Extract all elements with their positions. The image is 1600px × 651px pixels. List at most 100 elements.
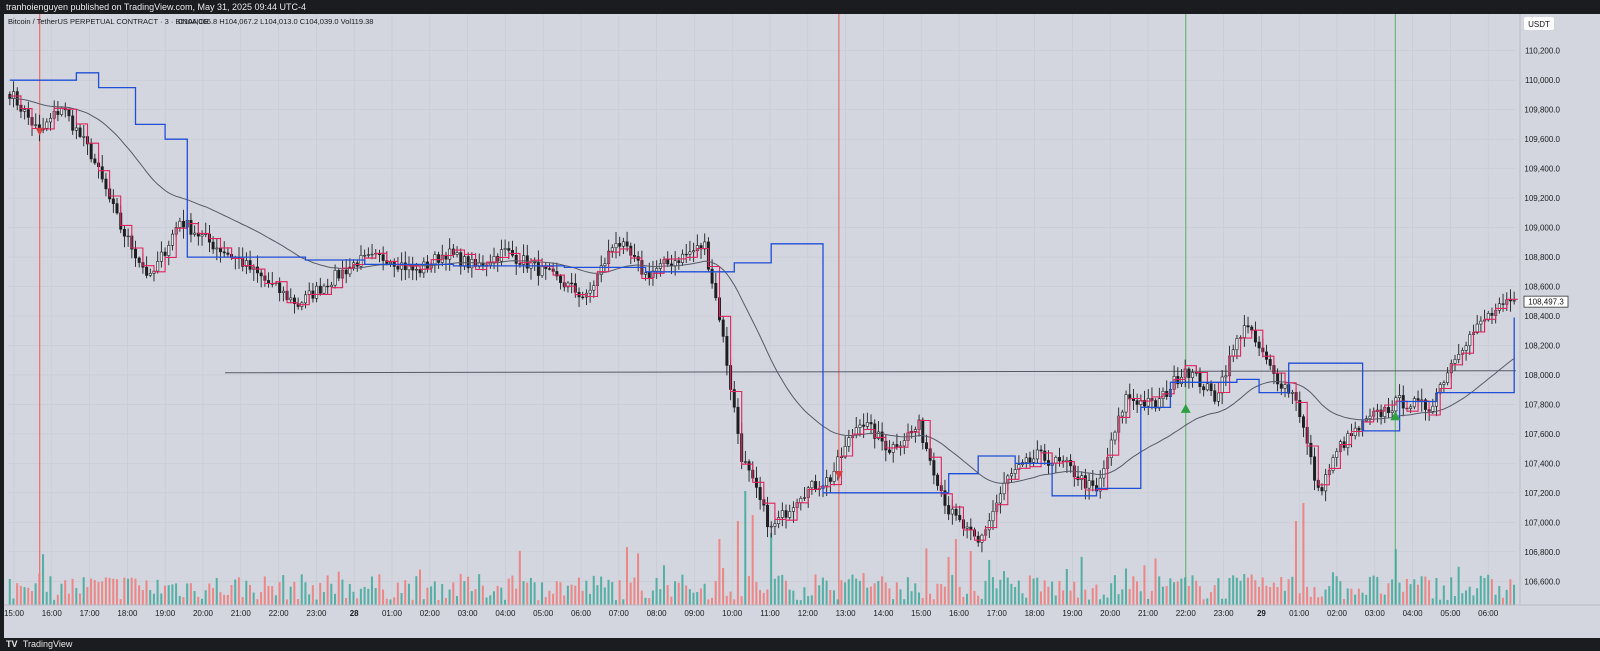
candle-body (167, 245, 171, 256)
candle-body (248, 260, 252, 270)
currency-label[interactable]: USDT (1528, 20, 1550, 29)
volume-bar (485, 597, 488, 605)
horizontal-level-line[interactable] (224, 370, 1517, 374)
volume-bar (1509, 579, 1512, 605)
candle-body (791, 507, 795, 512)
candle-body (359, 255, 363, 267)
volume-bar (1505, 589, 1508, 605)
sell-triangle-icon (834, 471, 843, 480)
currency-badge[interactable]: USDT (1524, 17, 1554, 30)
volume-bar (777, 575, 780, 605)
legend-ohlc: O104,066.8 H104,067.2 L104,013.0 C104,03… (178, 17, 373, 26)
volume-bar (156, 579, 159, 605)
volume-bar (544, 597, 547, 605)
price-tick-label: 109,000.0 (1524, 224, 1560, 233)
volume-bar (1498, 585, 1501, 605)
volume-bar (267, 585, 270, 605)
signal-vertical-lines (39, 14, 1396, 605)
volume-bar (1272, 582, 1275, 605)
time-tick-label: 10:00 (722, 609, 743, 618)
volume-bar (45, 591, 48, 605)
candle-body (618, 243, 622, 247)
volume-bar (1420, 576, 1423, 605)
volume-bar (341, 579, 344, 605)
volume-bar (1501, 597, 1504, 605)
volume-bar (1047, 586, 1050, 605)
volume-bar (895, 582, 898, 605)
volume-bar (71, 578, 74, 605)
tradingview-logo-icon[interactable]: TV (6, 639, 18, 649)
volume-bar (356, 598, 359, 605)
candle-body (810, 481, 814, 489)
candle-body (943, 490, 947, 506)
candle-body (278, 282, 282, 293)
chart-frame[interactable]: 110,200.0 110,000.0 109,800.0 109,600.0 109,… (4, 14, 1600, 638)
volume-bar (1017, 580, 1020, 605)
volume-bar (1235, 577, 1238, 605)
volume-bar (1413, 579, 1416, 605)
candle-body (1102, 468, 1106, 479)
volume-bar (851, 574, 854, 605)
volume-bar (163, 585, 167, 605)
volume-bar (529, 577, 532, 605)
volume-bar (1099, 599, 1102, 605)
volume-bar (847, 579, 850, 605)
volume-bar (234, 579, 237, 605)
volume-bar (796, 599, 799, 605)
volume-bar (666, 585, 669, 605)
volume-bar (448, 589, 451, 605)
candle-body (825, 477, 829, 487)
time-tick-label: 04:00 (495, 609, 516, 618)
volume-bar (566, 585, 569, 605)
time-tick-label: 04:00 (1403, 609, 1424, 618)
time-tick-label: 15:00 (911, 609, 932, 618)
volume-bar (504, 599, 507, 605)
volume-bar (478, 574, 481, 605)
volume-bar (540, 582, 544, 605)
volume-bar (770, 533, 773, 605)
volume-bar (1287, 579, 1290, 605)
time-tick-label: 21:00 (231, 609, 252, 618)
time-tick-label: 03:00 (1365, 609, 1386, 618)
last-price-badge: 108,497.3 (1523, 295, 1569, 308)
volume-bar (82, 577, 85, 605)
volume-bar (1036, 577, 1039, 605)
volume-bar (1464, 590, 1468, 605)
candle-body (333, 270, 337, 286)
volume-bar (101, 581, 104, 605)
candle-body (1032, 458, 1036, 463)
candle-body (1475, 323, 1479, 333)
volume-bar (141, 590, 144, 605)
volume-bar (1110, 583, 1113, 605)
volume-bar (474, 589, 477, 605)
price-tick-label: 108,000.0 (1524, 371, 1560, 380)
candle-body (1120, 411, 1124, 417)
volume-bar (1039, 591, 1042, 605)
candle-body (599, 265, 603, 275)
volume-bar (1121, 589, 1124, 605)
volume-bar (759, 590, 762, 605)
time-tick-label: 02:00 (1327, 609, 1348, 618)
volume-bar (1198, 586, 1201, 605)
volume-bar (1202, 599, 1205, 605)
price-tick-label: 109,600.0 (1524, 135, 1560, 144)
price-chart[interactable]: 110,200.0 110,000.0 109,800.0 109,600.0 109,… (4, 14, 1600, 638)
candle-body (987, 520, 991, 531)
volume-bar (49, 576, 52, 605)
volume-bar (1002, 571, 1006, 605)
volume-bar (1228, 578, 1231, 605)
volume-bar (614, 600, 617, 605)
volume-bar (223, 594, 226, 605)
candle-body (1191, 372, 1195, 378)
volume-bar (104, 577, 107, 605)
volume-bar (138, 585, 141, 605)
candle-body (1069, 459, 1073, 467)
volume-bar (574, 585, 577, 605)
grid-lines (8, 14, 1516, 605)
price-axis-bg[interactable] (1520, 14, 1600, 638)
legend-symbol: Bitcoin / TetherUS PERPETUAL CONTRACT · … (8, 17, 209, 26)
volume-bar (1361, 592, 1364, 605)
volume-bar (345, 597, 348, 605)
brand-name[interactable]: TradingView (22, 639, 73, 649)
volume-bar (1446, 599, 1449, 605)
